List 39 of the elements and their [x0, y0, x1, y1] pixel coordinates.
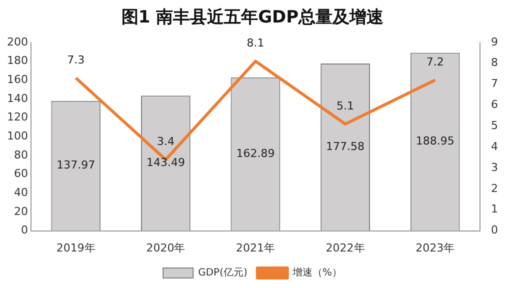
data-label: 5.1	[336, 99, 354, 112]
y-tick-label: 180	[6, 54, 28, 68]
data-label: 137.97	[56, 158, 96, 172]
y-tick-label: 20	[14, 204, 28, 218]
x-tick-label: 2021年	[236, 241, 275, 254]
y2-tick-label: 9	[491, 35, 498, 48]
y-tick-label: 120	[6, 110, 28, 124]
legend-label: GDP(亿元)	[198, 268, 248, 279]
y-tick-label: 140	[6, 92, 28, 105]
data-label: 177.58	[326, 140, 365, 154]
y2-tick-label: 7	[491, 77, 498, 90]
y-tick-label: 0	[20, 224, 28, 237]
y-tick-label: 40	[14, 186, 28, 199]
data-label: 162.89	[236, 146, 275, 160]
data-label: 7.3	[67, 53, 85, 66]
y-tick-label: 160	[6, 72, 28, 86]
data-label: 143.49	[146, 156, 185, 170]
y-tick-label: 200	[6, 35, 28, 48]
data-label: 7.2	[426, 55, 444, 68]
data-label: 188.95	[416, 134, 454, 148]
y2-tick-label: 8	[491, 56, 498, 70]
y2-tick-label: 5	[491, 118, 498, 132]
y-tick-label: 80	[14, 148, 28, 162]
y2-tick-label: 4	[491, 140, 498, 153]
data-label: 3.4	[156, 134, 174, 148]
x-tick-label: 2022年	[326, 241, 365, 254]
y2-tick-label: 2	[491, 182, 498, 195]
x-tick-label: 2023年	[416, 241, 455, 254]
x-tick-label: 2019年	[56, 241, 96, 254]
y-tick-label: 60	[14, 167, 28, 180]
y2-tick-label: 0	[491, 224, 498, 237]
y-tick-label: 100	[6, 129, 28, 142]
y2-tick-label: 1	[491, 202, 498, 216]
y2-tick-label: 6	[491, 98, 498, 112]
x-tick-label: 2020年	[146, 241, 186, 254]
legend-label: 增速（%）	[291, 266, 342, 279]
y2-tick-label: 3	[491, 160, 498, 174]
data-label: 8.1	[246, 36, 264, 50]
chart-title: 图1 南丰县近五年GDP总量及增速	[121, 8, 384, 28]
